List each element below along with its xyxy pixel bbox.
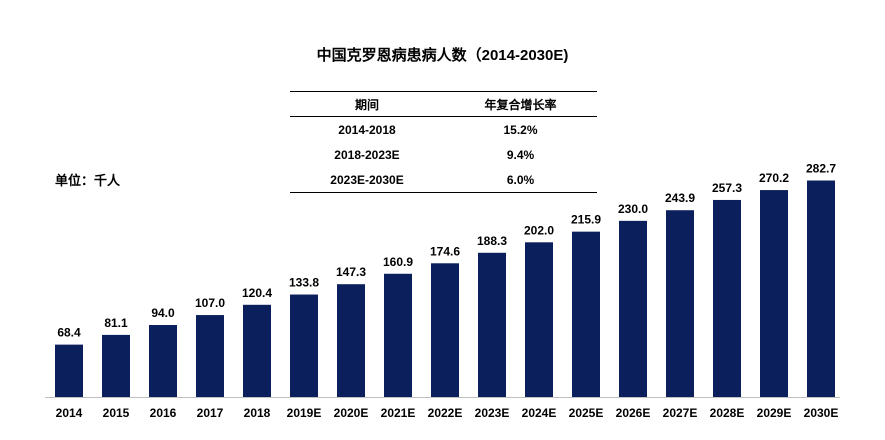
data-label: 282.7: [806, 162, 836, 176]
bar: [102, 334, 130, 397]
x-tick-label: 2025E: [569, 406, 604, 420]
bar: [243, 304, 271, 397]
bar: [149, 325, 177, 397]
data-label: 270.2: [759, 171, 789, 185]
x-tick-label: 2019E: [287, 406, 322, 420]
bar: [619, 220, 647, 397]
bar: [572, 231, 600, 397]
data-label: 215.9: [571, 213, 601, 227]
data-label: 81.1: [104, 316, 128, 330]
cagr-table: 期间 年复合增长率 2014-2018 15.2% 2018-2023E 9.4…: [290, 91, 597, 193]
data-label: 188.3: [477, 234, 507, 248]
cagr-table-row: 2018-2023E 9.4%: [290, 142, 597, 167]
cagr-period-cell: 2014-2018: [338, 122, 396, 137]
bar: [55, 344, 83, 397]
data-label: 68.4: [57, 326, 81, 340]
unit-label: 单位：千人: [55, 173, 121, 188]
cagr-period-cell: 2018-2023E: [334, 147, 400, 162]
bar: [760, 190, 788, 397]
x-tick-label: 2017: [197, 406, 224, 420]
cagr-period-cell: 2023E-2030E: [290, 167, 444, 193]
data-label: 120.4: [242, 286, 272, 300]
bar: [525, 242, 553, 397]
bar: [337, 284, 365, 397]
bar: [478, 252, 506, 397]
bar: [384, 273, 412, 397]
bar: [431, 263, 459, 397]
bar: [713, 199, 741, 397]
x-tick-label: 2020E: [334, 406, 369, 420]
x-tick-label: 2022E: [428, 406, 463, 420]
x-tick-label: 2021E: [381, 406, 416, 420]
cagr-rate-cell: 15.2%: [503, 122, 538, 137]
x-tick-label: 2028E: [710, 406, 745, 420]
cagr-header-period: 期间: [290, 91, 444, 117]
x-tick-label: 2030E: [804, 406, 839, 420]
x-tick-label: 2026E: [616, 406, 651, 420]
x-tick-label: 2023E: [475, 406, 510, 420]
x-tick-label: 2027E: [663, 406, 698, 420]
x-tick-label: 2015: [103, 406, 130, 420]
chart-title: 中国克罗恩病患病人数（2014-2030E): [316, 47, 569, 64]
data-label: 243.9: [665, 191, 695, 205]
bar: [196, 315, 224, 397]
x-tick-label: 2029E: [757, 406, 792, 420]
x-tick-label: 2016: [150, 406, 177, 420]
data-label: 257.3: [712, 181, 742, 195]
cagr-header-rate: 年复合增长率: [444, 91, 597, 117]
data-label: 107.0: [195, 296, 225, 310]
data-label: 94.0: [151, 306, 175, 320]
cagr-rate-cell: 6.0%: [444, 167, 597, 193]
x-tick-label: 2024E: [522, 406, 557, 420]
cagr-table-row: 2023E-2030E 6.0%: [290, 167, 597, 193]
x-tick-label: 2014: [56, 406, 83, 420]
data-label: 174.6: [430, 244, 460, 258]
data-label: 230.0: [618, 202, 648, 216]
cagr-table-row: 2014-2018 15.2%: [290, 117, 597, 143]
data-label: 147.3: [336, 265, 366, 279]
cagr-rate-cell: 9.4%: [506, 147, 535, 162]
data-label: 160.9: [383, 255, 413, 269]
cagr-table-header-row: 期间 年复合增长率: [290, 91, 597, 117]
data-label: 133.8: [289, 276, 319, 290]
bar: [807, 180, 835, 397]
bar: [290, 294, 318, 397]
x-tick-label: 2018: [244, 406, 271, 420]
bar: [666, 210, 694, 397]
data-label: 202.0: [524, 223, 554, 237]
